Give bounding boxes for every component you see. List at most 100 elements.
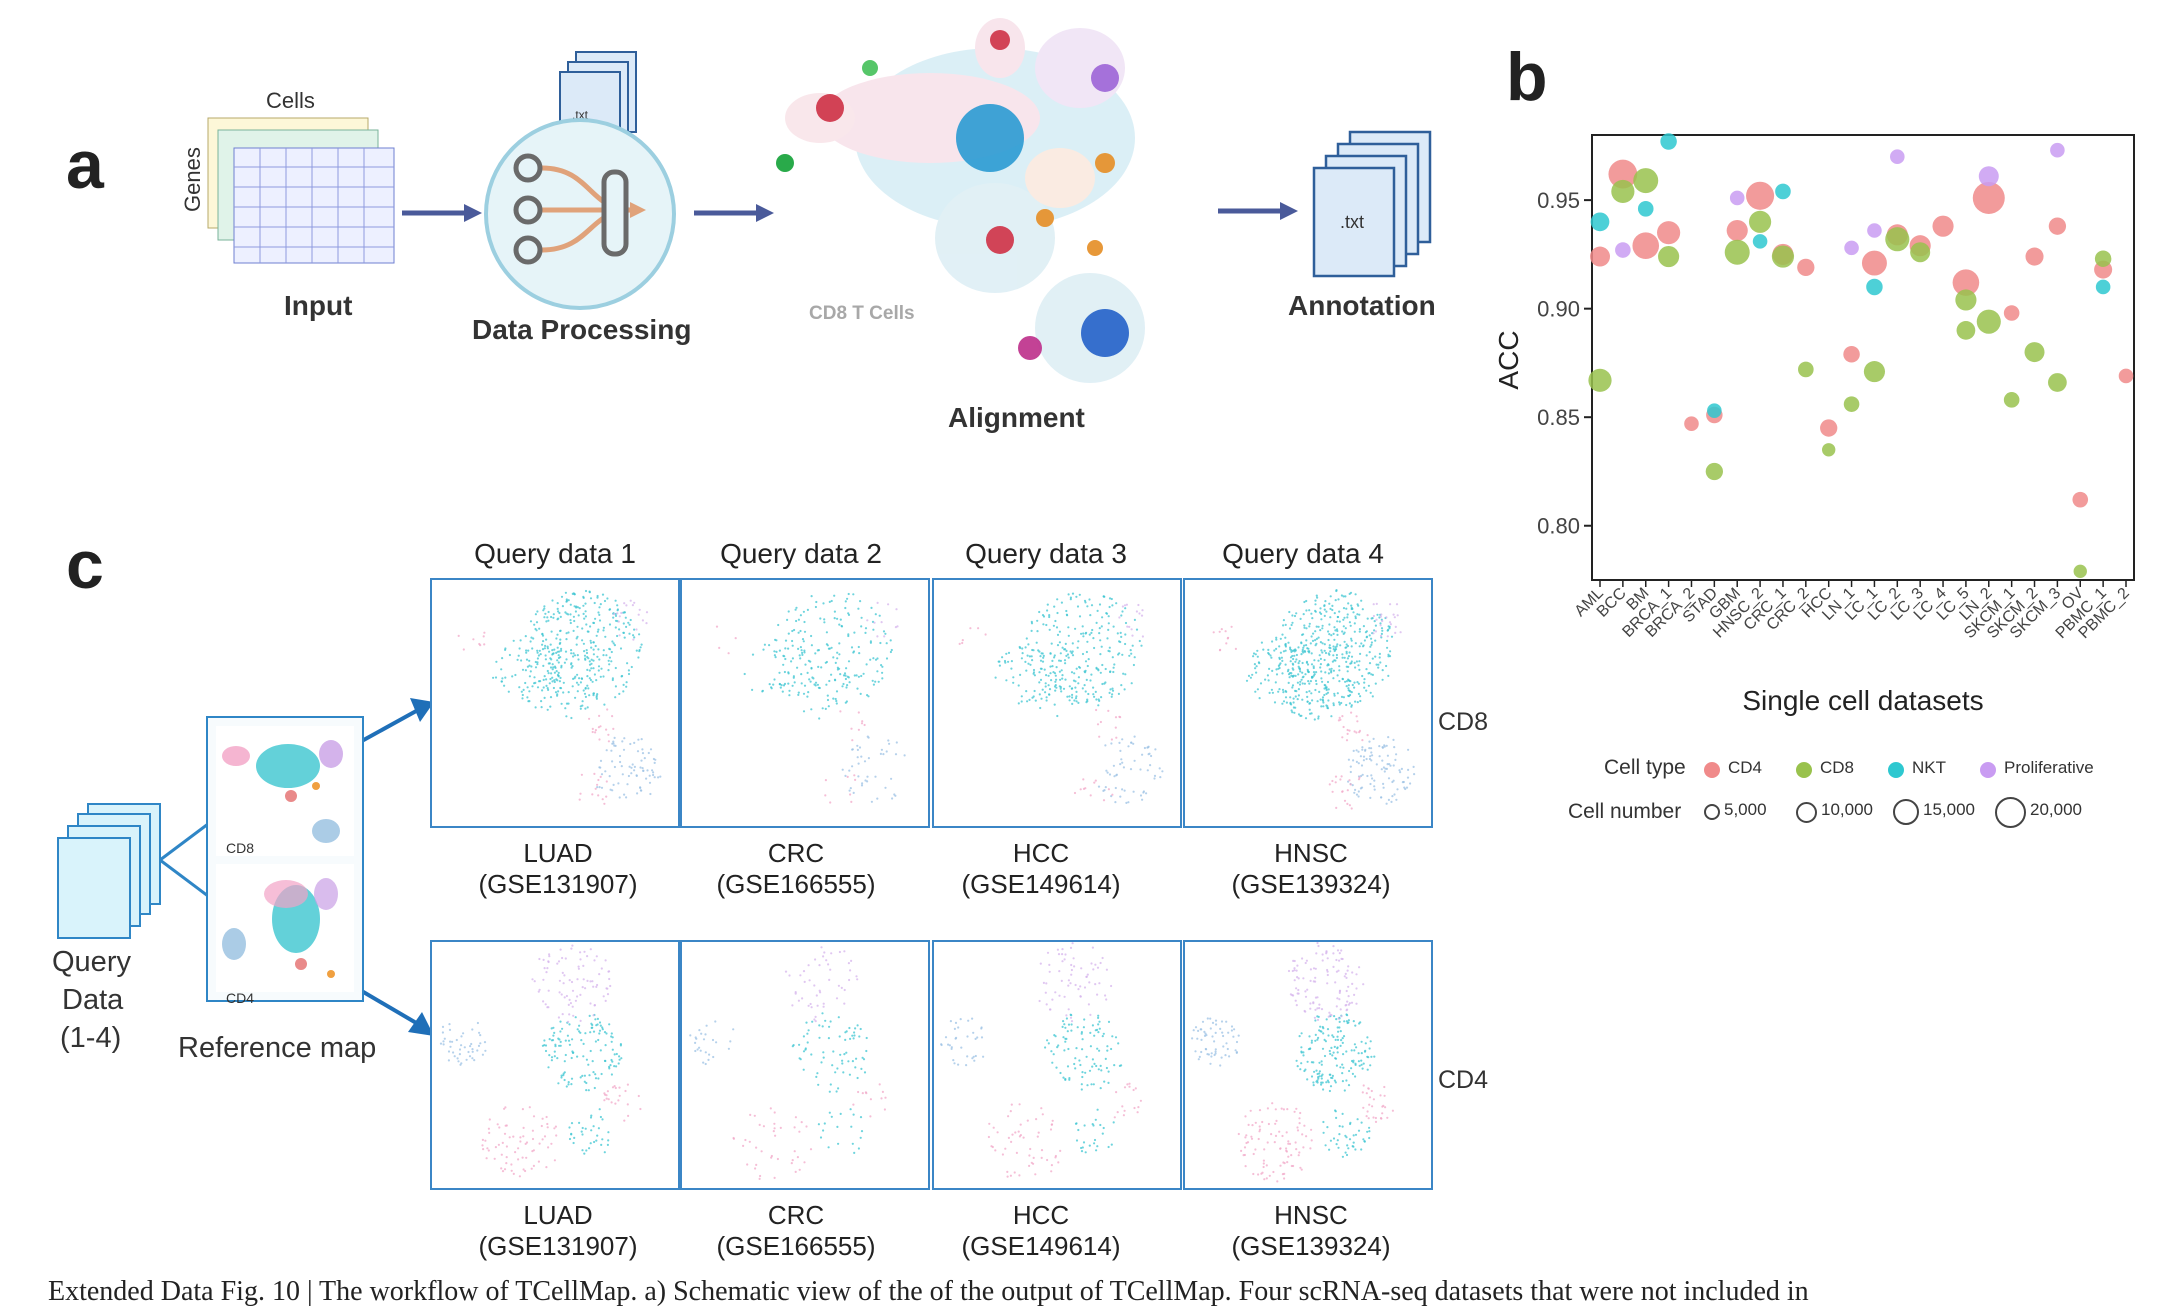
legend-dot-cd8	[1796, 762, 1812, 778]
dataset-accession-3-row1: (GSE149614)	[961, 869, 1121, 899]
data-point-cd4	[1608, 159, 1638, 189]
legend-size-label: 20,000	[2030, 800, 2082, 819]
legend-label-nkt: NKT	[1912, 758, 1946, 777]
dataset-name-1-row2: LUAD	[523, 1200, 593, 1230]
dataset-accession-4-row2: (GSE139324)	[1231, 1231, 1391, 1261]
query-umap-plot	[932, 940, 1182, 1190]
data-point-nkt	[1590, 212, 1610, 232]
data-point-cd4	[1932, 215, 1954, 237]
data-point-cd8	[1611, 179, 1635, 204]
data-point-proliferative	[1867, 223, 1882, 238]
dataset-name-2-row1: CRC	[767, 838, 825, 868]
reference-label-cd4: CD4	[226, 990, 255, 1006]
data-point-cd4	[1632, 232, 1660, 260]
arrow-icon	[694, 204, 774, 222]
dataset-name-4-row2: HNSC	[1274, 1200, 1348, 1230]
y-tick-label: 0.95	[1537, 188, 1580, 213]
data-point-cd8	[1771, 245, 1795, 268]
data-point-nkt	[1707, 403, 1722, 418]
data-point-cd8	[2003, 392, 2020, 408]
panel-a-letter: a	[66, 127, 104, 203]
query-data-stack-icon	[57, 803, 161, 939]
legend-size-label: 10,000	[1821, 800, 1873, 819]
dataset-accession-2-row2: (GSE166555)	[716, 1231, 876, 1261]
annotation-file-stack-icon	[1312, 130, 1432, 278]
dataset-name-2-row2: CRC	[767, 1200, 825, 1230]
data-point-cd4	[1972, 181, 2005, 214]
query-title-2: Query data 2	[720, 538, 882, 569]
chart-legend: Cell type CD4 CD8 NKT Proliferative Cell nu…	[1568, 750, 2148, 830]
data-point-cd4	[2048, 217, 2067, 235]
legend-size-label: 15,000	[1923, 800, 1975, 819]
alignment-umap	[776, 18, 1145, 383]
data-point-cd4	[1746, 181, 1775, 210]
legend-size-circle	[1995, 796, 2026, 828]
data-point-cd8	[2094, 250, 2112, 267]
legend-label-cd4: CD4	[1728, 758, 1763, 777]
arrow-icon	[402, 204, 482, 222]
cells-label: Cells	[266, 88, 315, 113]
y-tick-label: 0.85	[1537, 405, 1580, 430]
data-point-proliferative	[1729, 190, 1745, 206]
data-point-cd4	[1861, 250, 1887, 276]
data-point-proliferative	[1890, 149, 1905, 164]
legend-dot-cd4	[1704, 762, 1720, 778]
plot-frame	[1591, 134, 2135, 581]
processing-icon	[484, 118, 676, 310]
dataset-accession-1-row1: (GSE131907)	[478, 869, 638, 899]
reference-map-cd8-umap	[216, 726, 354, 856]
data-point-cd8	[1863, 361, 1886, 383]
data-point-cd8	[2073, 564, 2087, 579]
data-point-cd4	[2003, 305, 2020, 321]
data-point-proliferative	[2050, 142, 2065, 158]
y-tick-label: 0.80	[1537, 514, 1580, 539]
data-point-cd4	[1684, 416, 1699, 431]
data-point-proliferative	[1978, 166, 1999, 187]
input-label: Input	[284, 290, 353, 321]
reference-map: CD8 CD4	[206, 716, 364, 1006]
row-label-cd8: CD8	[1438, 708, 1489, 736]
data-point-cd4	[2072, 491, 2089, 508]
data-point-cd8	[1798, 361, 1814, 378]
dataset-name-3-row2: HCC	[1012, 1200, 1070, 1230]
data-point-cd8	[1956, 320, 1976, 340]
data-point-nkt	[1866, 278, 1883, 296]
accuracy-scatter-chart: 0.800.850.900.95 AMLBCCBMBRCA_1BRCA_2STA…	[1493, 133, 2135, 716]
reference-map-cd4-umap	[216, 864, 354, 992]
data-point-cd4	[1726, 219, 1748, 242]
data-point-cd4	[1590, 246, 1610, 267]
processing-label: Data Processing	[472, 314, 692, 345]
legend-size-label: 5,000	[1724, 800, 1767, 819]
query-umap-plot	[680, 578, 930, 828]
query-title-3: Query data 3	[965, 538, 1127, 569]
dataset-accession-3-row2: (GSE149614)	[961, 1231, 1121, 1261]
data-point-cd8	[1910, 242, 1931, 263]
reference-label-cd8: CD8	[226, 840, 255, 856]
legend-label-proliferative: Proliferative	[2004, 758, 2094, 777]
legend-dot-proliferative	[1980, 762, 1996, 778]
data-point-cd8	[1705, 462, 1723, 481]
data-point-cd4	[1657, 221, 1681, 245]
legend-size-circle	[1704, 804, 1720, 820]
legend-dot-nkt	[1888, 762, 1904, 778]
data-point-cd8	[1588, 368, 1612, 392]
data-point-cd8	[2048, 373, 2067, 392]
dataset-accession-2-row1: (GSE166555)	[716, 869, 876, 899]
query-umap-plot	[430, 940, 680, 1190]
query-umap-plot	[430, 578, 680, 828]
data-point-cd8	[1724, 239, 1750, 265]
query-data-label-3: (1-4)	[60, 1022, 122, 1054]
figure-caption: Extended Data Fig. 10 | The workflow of …	[48, 1276, 1809, 1307]
panel-b-letter: b	[1506, 39, 1548, 115]
query-title-4: Query data 4	[1222, 538, 1384, 569]
connector-lines	[159, 698, 434, 1036]
dataset-name-1-row1: LUAD	[523, 838, 593, 868]
query-data-label-2: Data	[62, 984, 124, 1016]
query-data-label-1: Query	[52, 946, 131, 978]
legend-celltype-title: Cell type	[1604, 756, 1686, 779]
y-tick-label: 0.90	[1537, 297, 1580, 322]
legend-label-cd8: CD8	[1820, 758, 1855, 777]
legend-size-circle	[1893, 799, 1919, 825]
dataset-name-3-row1: HCC	[1012, 838, 1070, 868]
reference-map-label: Reference map	[178, 1032, 377, 1064]
